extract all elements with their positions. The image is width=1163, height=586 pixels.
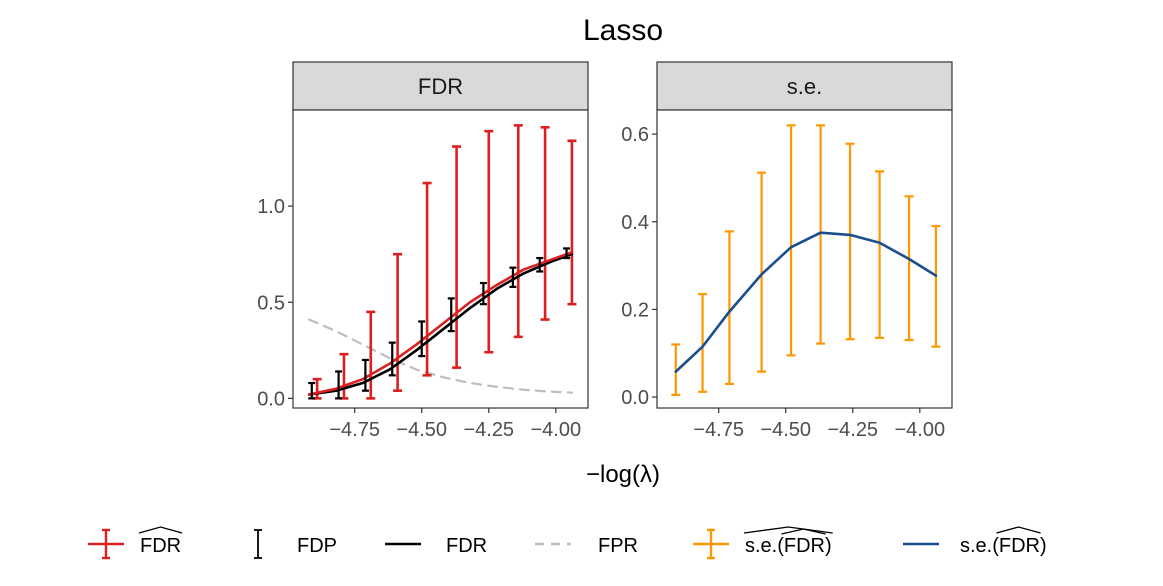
x-tick-label: −4.50 xyxy=(396,419,447,441)
y-tick-label: 0.0 xyxy=(257,388,285,410)
series-fdr xyxy=(307,252,574,396)
panel-1: FDR 0.0 0.5 1.0 −4.75 −4.50 −4.25 −4.00 xyxy=(257,61,589,441)
series-fpr xyxy=(307,318,574,394)
panel-strip-label: FDR xyxy=(418,74,463,99)
x-tick-label: −4.50 xyxy=(760,419,811,441)
legend-item-fdr: FDR xyxy=(385,535,487,557)
y-tick-label: 0.4 xyxy=(621,212,649,234)
x-tick-label: −4.75 xyxy=(693,419,744,441)
series-line xyxy=(307,250,574,396)
legend-item-fdp: FDP xyxy=(254,529,337,559)
panel-strip-label: s.e. xyxy=(787,74,822,99)
legend-label: s.e.(FDR) xyxy=(745,535,832,557)
y-tick-label: 0.2 xyxy=(621,299,649,321)
legend-hat xyxy=(138,526,183,534)
panel-2: s.e. 0.0 0.2 0.4 0.6 −4.75 −4.50 −4.25 −4.00 xyxy=(621,61,953,441)
x-tick-label: −4.00 xyxy=(531,419,582,441)
plot-background xyxy=(657,110,952,408)
legend-inner-hat xyxy=(781,528,826,535)
legend-label: FPR xyxy=(598,535,638,557)
series-line xyxy=(307,318,574,394)
x-tick-label: −4.75 xyxy=(329,419,380,441)
legend-item-fpr: FPR xyxy=(535,535,638,557)
legend-label: FDR xyxy=(446,535,487,557)
x-axis-label: −log(λ) xyxy=(586,461,660,488)
plot-background xyxy=(293,110,588,408)
legend-label: FDP xyxy=(297,535,337,557)
chart-title: Lasso xyxy=(583,14,663,47)
legend-label: FDR xyxy=(140,535,181,557)
series-fdp xyxy=(308,247,571,400)
series-fdr_hat xyxy=(312,124,577,400)
legend-item-fdr_hat: FDR xyxy=(88,526,183,560)
legend: FDR FDP FDR FPR s.e.(FDR) s.e.(FDR) xyxy=(88,526,1047,560)
y-tick-label: 0.5 xyxy=(257,292,285,314)
series-se_hat xyxy=(671,124,941,396)
series-line xyxy=(307,252,574,396)
panel-border xyxy=(656,109,953,409)
panel-strip xyxy=(292,61,589,111)
legend-label: s.e.(FDR) xyxy=(960,535,1047,557)
panels: FDR 0.0 0.5 1.0 −4.75 −4.50 −4.25 −4.00 s.e. 0.0 0… xyxy=(257,61,953,441)
series-se xyxy=(674,231,938,373)
series-fdr_hat_line xyxy=(307,250,574,396)
panel-strip xyxy=(656,61,953,111)
panel-border xyxy=(292,109,589,409)
x-tick-label: −4.25 xyxy=(463,419,514,441)
x-tick-label: −4.25 xyxy=(827,419,878,441)
y-tick-label: 1.0 xyxy=(257,196,285,218)
legend-item-se_hat: s.e.(FDR) xyxy=(693,526,833,560)
x-tick-label: −4.00 xyxy=(895,419,946,441)
legend-inner-hat xyxy=(996,526,1041,534)
y-tick-label: 0.6 xyxy=(621,124,649,146)
legend-hat xyxy=(743,526,833,534)
legend-item-se: s.e.(FDR) xyxy=(903,526,1047,557)
y-tick-label: 0.0 xyxy=(621,387,649,409)
series-line xyxy=(674,231,938,373)
